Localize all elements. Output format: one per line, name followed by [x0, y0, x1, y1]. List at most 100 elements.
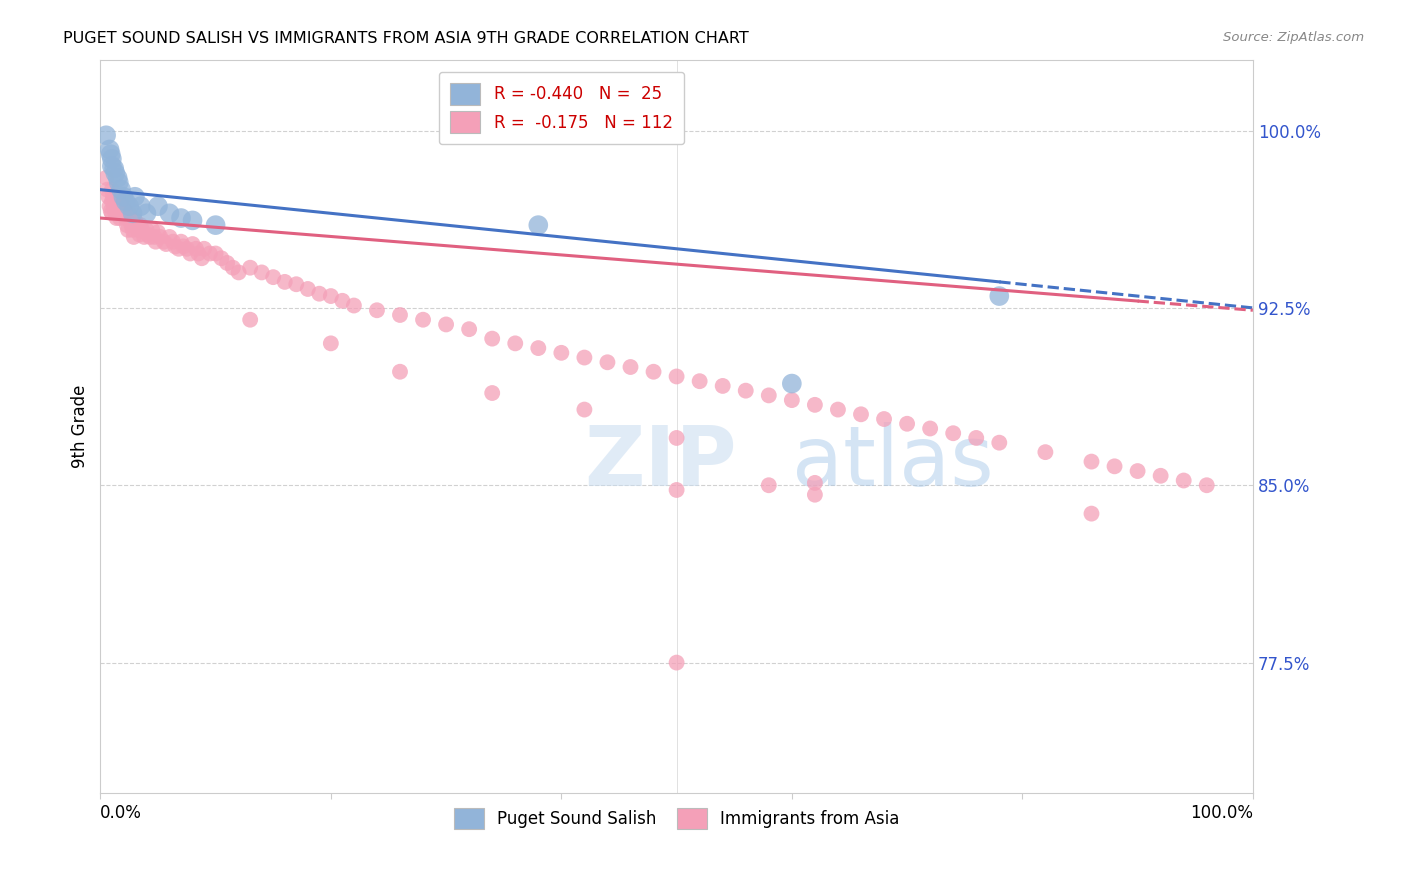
- Point: [527, 218, 550, 232]
- Point: [1173, 474, 1195, 488]
- Point: [96, 183, 118, 197]
- Point: [262, 270, 284, 285]
- Point: [665, 656, 688, 670]
- Point: [98, 143, 121, 157]
- Point: [319, 336, 342, 351]
- Point: [308, 286, 330, 301]
- Point: [1149, 468, 1171, 483]
- Point: [107, 199, 129, 213]
- Point: [665, 431, 688, 445]
- Point: [112, 190, 135, 204]
- Point: [172, 239, 194, 253]
- Point: [101, 183, 124, 197]
- Point: [104, 206, 127, 220]
- Y-axis label: 9th Grade: 9th Grade: [72, 384, 89, 467]
- Point: [596, 355, 619, 369]
- Point: [239, 260, 262, 275]
- Point: [965, 431, 987, 445]
- Point: [780, 393, 803, 408]
- Point: [1080, 507, 1102, 521]
- Point: [135, 223, 157, 237]
- Point: [503, 336, 526, 351]
- Point: [217, 256, 239, 270]
- Point: [97, 190, 120, 204]
- Point: [179, 246, 201, 260]
- Point: [129, 199, 152, 213]
- Point: [527, 341, 550, 355]
- Text: PUGET SOUND SALISH VS IMMIGRANTS FROM ASIA 9TH GRADE CORRELATION CHART: PUGET SOUND SALISH VS IMMIGRANTS FROM AS…: [63, 31, 749, 46]
- Point: [873, 412, 896, 426]
- Point: [988, 435, 1011, 450]
- Point: [550, 346, 572, 360]
- Point: [108, 211, 131, 225]
- Point: [136, 227, 159, 242]
- Point: [758, 388, 780, 402]
- Point: [942, 426, 965, 441]
- Point: [112, 199, 135, 213]
- Point: [121, 218, 143, 232]
- Point: [209, 252, 232, 266]
- Point: [332, 293, 354, 308]
- Point: [619, 359, 641, 374]
- Point: [107, 170, 129, 185]
- Point: [896, 417, 918, 431]
- Point: [145, 235, 167, 249]
- Point: [665, 483, 688, 497]
- Point: [101, 152, 124, 166]
- Point: [135, 206, 157, 220]
- Point: [146, 199, 169, 213]
- Point: [117, 223, 139, 237]
- Point: [274, 275, 297, 289]
- Point: [98, 199, 121, 213]
- Text: 0.0%: 0.0%: [100, 804, 142, 822]
- Point: [458, 322, 481, 336]
- Point: [176, 242, 198, 256]
- Point: [804, 475, 827, 490]
- Point: [118, 199, 141, 213]
- Point: [101, 194, 124, 209]
- Point: [1080, 454, 1102, 468]
- Point: [170, 211, 193, 225]
- Point: [120, 213, 142, 227]
- Point: [114, 203, 136, 218]
- Point: [159, 230, 181, 244]
- Point: [141, 223, 163, 237]
- Point: [434, 318, 457, 332]
- Point: [127, 223, 149, 237]
- Point: [181, 213, 204, 227]
- Point: [152, 235, 174, 249]
- Point: [643, 365, 665, 379]
- Point: [101, 190, 124, 204]
- Point: [574, 402, 596, 417]
- Point: [165, 239, 187, 253]
- Point: [1126, 464, 1149, 478]
- Point: [187, 246, 209, 260]
- Point: [239, 312, 262, 326]
- Point: [920, 421, 942, 435]
- Point: [988, 289, 1011, 303]
- Point: [146, 225, 169, 239]
- Point: [115, 218, 138, 232]
- Point: [849, 407, 872, 421]
- Point: [111, 206, 134, 220]
- Point: [804, 488, 827, 502]
- Point: [184, 242, 207, 256]
- Point: [110, 183, 132, 197]
- Point: [162, 235, 184, 249]
- Point: [100, 147, 122, 161]
- Point: [107, 176, 129, 190]
- Point: [711, 379, 734, 393]
- Point: [758, 478, 780, 492]
- Text: ZIP: ZIP: [585, 422, 737, 503]
- Point: [170, 235, 193, 249]
- Point: [204, 246, 226, 260]
- Point: [129, 218, 152, 232]
- Point: [103, 199, 125, 213]
- Point: [250, 265, 273, 279]
- Point: [228, 265, 250, 279]
- Point: [112, 190, 135, 204]
- Point: [107, 190, 129, 204]
- Point: [689, 374, 711, 388]
- Point: [388, 365, 411, 379]
- Point: [114, 211, 136, 225]
